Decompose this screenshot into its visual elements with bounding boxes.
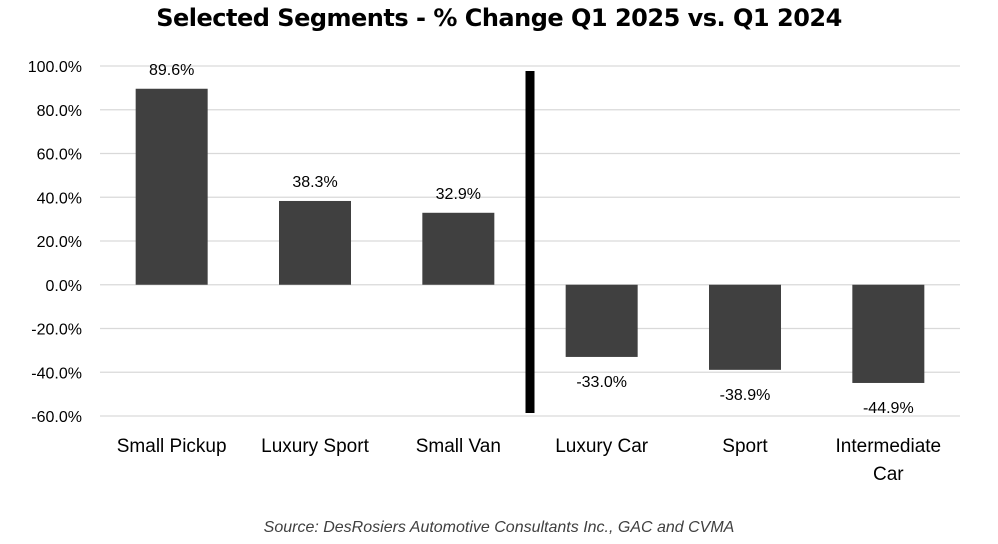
category-label: Luxury Sport (261, 436, 369, 457)
y-tick-label: 20.0% (37, 234, 82, 251)
data-label: 38.3% (292, 174, 337, 191)
data-label: -33.0% (576, 374, 627, 391)
x-axis-category-labels: Small Pickup Luxury Sport Small Van Luxury … (117, 436, 941, 485)
bar (135, 88, 208, 285)
bar (852, 284, 925, 383)
category-label: Small Pickup (117, 436, 227, 457)
source-note: Source: DesRosiers Automotive Consultant… (263, 519, 735, 536)
y-tick-label: 80.0% (37, 103, 82, 120)
bar-chart: 100.0% 80.0% 60.0% 40.0% 20.0% 0.0% -20.0% -40.… (28, 59, 960, 485)
y-tick-label: 60.0% (37, 147, 82, 164)
y-tick-label: 100.0% (28, 59, 82, 76)
y-axis-tick-labels: 100.0% 80.0% 60.0% 40.0% 20.0% 0.0% -20.0% -40.… (28, 59, 82, 426)
y-tick-label: -60.0% (31, 409, 82, 426)
bar (422, 212, 495, 285)
y-tick-label: 0.0% (46, 278, 82, 295)
data-label: 32.9% (436, 186, 481, 203)
bars (135, 88, 925, 383)
data-label: 89.6% (149, 62, 194, 79)
data-label: -38.9% (720, 387, 771, 404)
data-labels: 89.6% 38.3% 32.9% -33.0% -38.9% -44.9% (149, 62, 914, 417)
category-label: Sport (722, 436, 768, 457)
data-label: -44.9% (863, 400, 914, 417)
bar (565, 284, 638, 357)
category-label: Small Van (416, 436, 501, 457)
bar (709, 284, 781, 370)
y-tick-label: 40.0% (37, 190, 82, 207)
bar (279, 200, 351, 285)
y-tick-label: -20.0% (31, 322, 82, 339)
chart-title: Selected Segments - % Change Q1 2025 vs.… (156, 4, 842, 32)
category-label: Intermediate Car (836, 436, 942, 485)
y-tick-label: -40.0% (31, 365, 82, 382)
category-label: Luxury Car (555, 436, 649, 457)
